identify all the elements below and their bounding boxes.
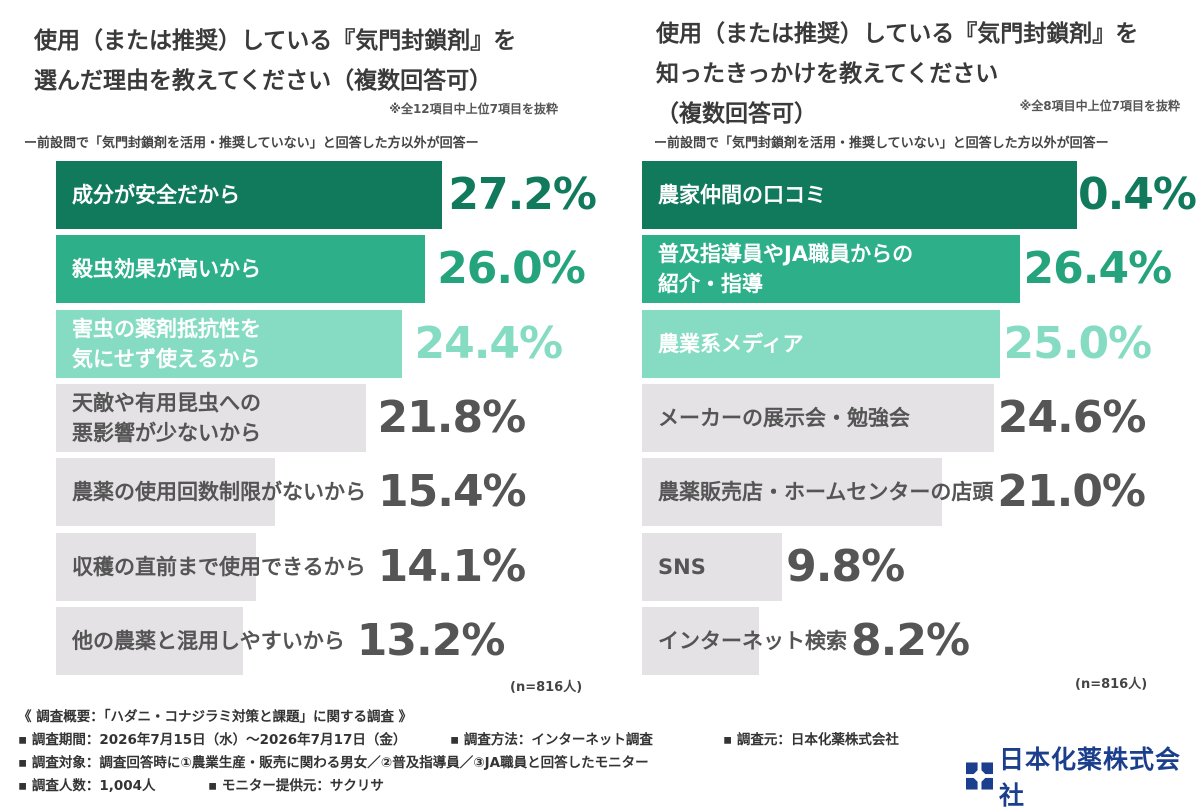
left-bar-value-1: 27.2% bbox=[448, 169, 597, 220]
left-sample-size: (n=816人) bbox=[510, 680, 583, 695]
company-name: 日本化薬株式会社 bbox=[999, 745, 1182, 810]
right-chart-title: 使用（または推奨）している『気門封鎖剤』を 知ったきっかけを教えてください （複… bbox=[656, 21, 1139, 127]
right-bar-value-1: 30.4% bbox=[1048, 169, 1197, 220]
right-bar-1 bbox=[642, 161, 1077, 229]
left-chart-panel: 使用（または推奨）している『気門封鎖剤』を 選んだ理由を教えてください（複数回答… bbox=[0, 0, 600, 700]
survey-count: ▪ 調査人数：1,004人 bbox=[18, 778, 156, 794]
right-bar-label-4: メーカーの展示会・勉強会 bbox=[658, 405, 910, 430]
survey-row-3: ▪ 調査人数：1,004人 ▪ モニター提供元：サクリサ bbox=[18, 775, 1018, 798]
right-bar-label-3: 農業系メディア bbox=[658, 331, 804, 356]
left-bar-value-5: 15.4% bbox=[378, 466, 527, 518]
right-bar-4 bbox=[642, 383, 994, 452]
left-bar-value-4: 21.8% bbox=[377, 391, 527, 443]
right-bar-6 bbox=[642, 532, 783, 601]
left-bar-label-4: 天敵や有用昆虫への 悪影響が少ないから bbox=[72, 390, 261, 445]
right-bar-5 bbox=[642, 458, 943, 527]
left-bar-label-7: 他の農薬と混用しやすいから bbox=[72, 628, 345, 653]
left-bar-value-2: 26.0% bbox=[437, 243, 586, 295]
survey-overview: 《 調査概要：「ハダニ・コナジラミ対策と課題」に関する調査 》 ▪ 調査期間：2… bbox=[18, 706, 1018, 798]
left-bar-label-5: 農薬の使用回数制限がないから bbox=[72, 480, 366, 505]
right-bar-label-7: インターネット検索 bbox=[658, 628, 847, 653]
left-bar-7 bbox=[56, 606, 244, 675]
right-chart-panel: 使用（または推奨）している『気門封鎖剤』を 知ったきっかけを教えてください （複… bbox=[600, 0, 1200, 700]
left-bar-3 bbox=[56, 309, 403, 378]
company-logo: 日本化薬株式会社 bbox=[966, 740, 1200, 812]
left-bar-6 bbox=[56, 532, 257, 601]
survey-row-1: ▪ 調査期間：2026年7月15日（水）〜2026年7月17日（金） ▪ 調査方… bbox=[18, 729, 1018, 752]
right-bar-label-5: 農薬販売店・ホームセンターの店頭 bbox=[658, 480, 994, 505]
right-bar-value-3: 25.0% bbox=[1003, 317, 1153, 369]
left-bar-value-6: 14.1% bbox=[377, 540, 527, 592]
right-bar-3 bbox=[642, 309, 1000, 378]
left-bar-4 bbox=[56, 383, 366, 452]
survey-source: ▪ 調査元：日本化薬株式会社 bbox=[723, 732, 899, 748]
right-bar-label-6: SNS bbox=[658, 554, 706, 579]
right-bar-value-7: 8.2% bbox=[851, 614, 970, 666]
right-bar-7 bbox=[642, 606, 760, 675]
right-bar-label-2: 普及指導員やJA職員からの 紹介・指導 bbox=[658, 242, 914, 297]
left-bar-label-6: 収穫の直前まで使用できるから bbox=[72, 554, 366, 579]
right-bar-label-1: 農家仲間の口コミ bbox=[658, 183, 826, 207]
right-chart-subnote: ー前設問で「気門封鎖剤を活用・推奨していない」と回答した方以外が回答ー bbox=[654, 136, 1109, 151]
left-bar-chart: 成分が安全だから 27.2% 殺虫効果が高いから 26.0% 害虫の薬剤抵抗性を 気にせ… bbox=[0, 0, 600, 700]
right-bar-value-5: 21.0% bbox=[997, 466, 1146, 518]
left-bar-1 bbox=[56, 161, 443, 229]
right-bar-value-6: 9.8% bbox=[786, 540, 905, 592]
left-chart-note: ※全12項目中上位7項目を抜粋 bbox=[389, 102, 558, 116]
left-bar-5 bbox=[56, 458, 275, 527]
survey-period: ▪ 調査期間：2026年7月15日（水）〜2026年7月17日（金） bbox=[18, 732, 407, 748]
left-bar-value-3: 24.4% bbox=[414, 317, 563, 369]
right-bar-value-2: 26.4% bbox=[1023, 243, 1173, 295]
survey-target: ▪ 調査対象：調査回答時に①農業生産・販売に関わる男女／②普及指導員／③JA職員… bbox=[18, 755, 649, 771]
right-bar-value-4: 24.6% bbox=[997, 391, 1147, 443]
survey-method: ▪ 調査方法：インターネット調査 bbox=[450, 732, 653, 748]
right-bar-2 bbox=[642, 235, 1020, 304]
left-chart-title: 使用（または推奨）している『気門封鎖剤』を 選んだ理由を教えてください（複数回答… bbox=[34, 28, 517, 94]
right-sample-size: (n=816人) bbox=[1075, 677, 1148, 692]
survey-provider: ▪ モニター提供元：サクリサ bbox=[208, 778, 384, 794]
left-bar-label-1: 成分が安全だから bbox=[72, 183, 240, 207]
left-chart-subnote: ー前設問で「気門封鎖剤を活用・推奨していない」と回答した方以外が回答ー bbox=[24, 136, 479, 151]
nippon-kayaku-logo-mark bbox=[966, 762, 994, 790]
right-chart-note: ※全8項目中上位7項目を抜粋 bbox=[1019, 99, 1180, 113]
left-bar-value-7: 13.2% bbox=[356, 614, 506, 666]
left-bar-label-2: 殺虫効果が高いから bbox=[72, 257, 261, 282]
left-bar-label-3: 害虫の薬剤抵抗性を 気にせず使えるから bbox=[72, 316, 261, 371]
left-bar-2 bbox=[56, 235, 426, 304]
right-bar-chart: 農家仲間の口コミ 30.4% 普及指導員やJA職員からの 紹介・指導 26.4% 農業系… bbox=[600, 0, 1200, 700]
survey-title: 《 調査概要：「ハダニ・コナジラミ対策と課題」に関する調査 》 bbox=[18, 709, 413, 725]
